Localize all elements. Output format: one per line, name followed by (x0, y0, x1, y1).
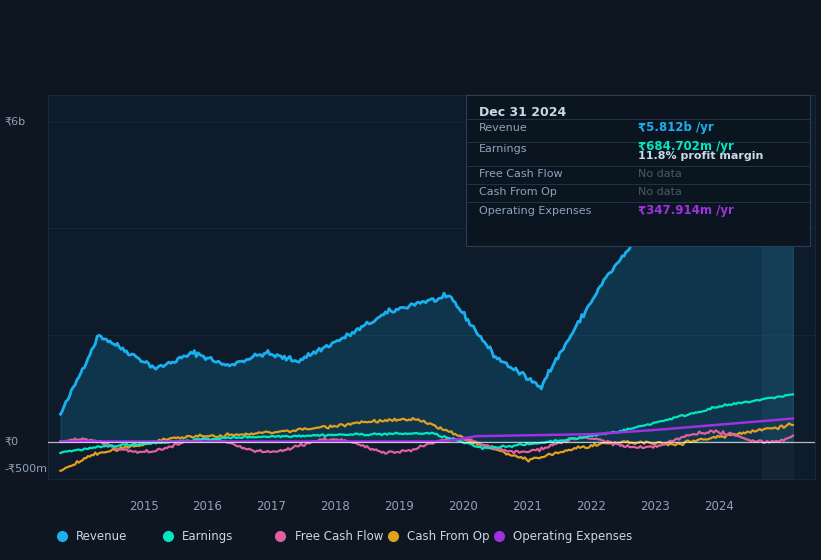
Text: 2022: 2022 (576, 500, 606, 514)
Text: Dec 31 2024: Dec 31 2024 (479, 106, 566, 119)
Text: 2024: 2024 (704, 500, 734, 514)
Text: No data: No data (638, 187, 681, 197)
Text: ₹0: ₹0 (4, 436, 18, 446)
Text: ₹684.702m /yr: ₹684.702m /yr (638, 140, 734, 153)
Text: Free Cash Flow: Free Cash Flow (479, 169, 563, 179)
Text: -₹500m: -₹500m (4, 463, 47, 473)
Text: 2021: 2021 (512, 500, 543, 514)
Text: Cash From Op: Cash From Op (479, 187, 557, 197)
Text: Operating Expenses: Operating Expenses (479, 206, 592, 216)
Text: 2016: 2016 (193, 500, 222, 514)
Text: No data: No data (638, 169, 681, 179)
Text: Earnings: Earnings (479, 144, 528, 154)
Text: ₹6b: ₹6b (4, 117, 25, 127)
Text: Operating Expenses: Operating Expenses (513, 530, 632, 543)
Text: 2019: 2019 (384, 500, 415, 514)
Text: 2018: 2018 (321, 500, 351, 514)
Text: Revenue: Revenue (479, 123, 528, 133)
Text: 2017: 2017 (257, 500, 287, 514)
Text: 2020: 2020 (448, 500, 479, 514)
Text: ₹5.812b /yr: ₹5.812b /yr (638, 121, 713, 134)
Text: ₹347.914m /yr: ₹347.914m /yr (638, 204, 734, 217)
Text: 2023: 2023 (640, 500, 670, 514)
Text: Revenue: Revenue (76, 530, 127, 543)
Text: 2015: 2015 (129, 500, 158, 514)
Text: Cash From Op: Cash From Op (407, 530, 489, 543)
Text: Free Cash Flow: Free Cash Flow (295, 530, 383, 543)
Text: Earnings: Earnings (182, 530, 234, 543)
Text: 11.8% profit margin: 11.8% profit margin (638, 151, 764, 161)
